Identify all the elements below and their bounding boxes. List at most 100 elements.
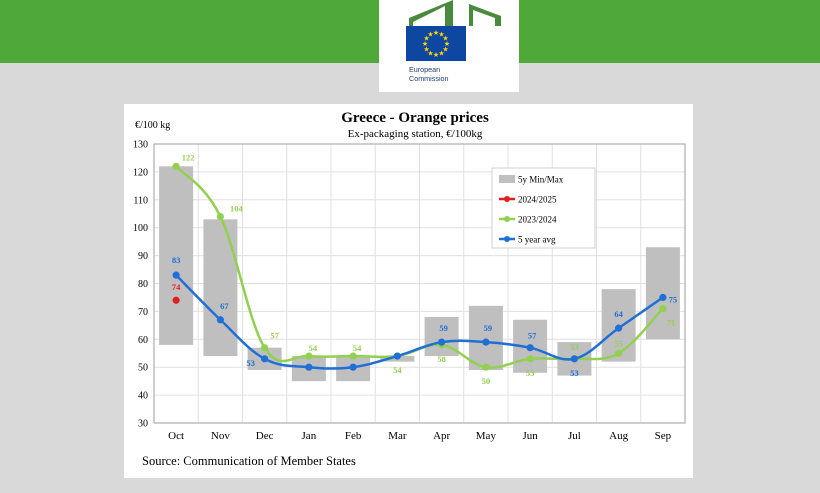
series-point-2023-2024 (526, 355, 534, 363)
x-tick-label: Mar (388, 430, 407, 442)
legend-label: 2024/2025 (518, 195, 557, 205)
series-point-2023-2024 (659, 305, 667, 313)
series-point-2023-2024 (172, 162, 180, 170)
series-point-2023-2024 (349, 352, 357, 360)
y-tick-label: 70 (138, 307, 148, 318)
series-point-5-year-avg (526, 344, 534, 352)
logo-stripes (409, 0, 501, 26)
source-note: Source: Communication of Member States (142, 454, 356, 468)
flag-star: ★ (442, 46, 448, 54)
chart-canvas: Greece - Orange prices Ex-packaging stat… (133, 110, 686, 468)
data-label-5-year-avg: 83 (172, 255, 181, 265)
legend-label: 2023/2024 (518, 215, 557, 225)
x-tick-label: Sep (655, 430, 672, 442)
minmax-bar (203, 219, 238, 357)
series-point-5-year-avg (659, 293, 667, 302)
series-point-5-year-avg (393, 352, 401, 360)
data-label-2024-2025: 74 (172, 282, 181, 292)
minmax-bar (159, 166, 194, 345)
legend-swatch (499, 175, 515, 183)
x-tick-label: Dec (256, 430, 274, 442)
data-label-2023-2024: 54 (353, 343, 362, 353)
series-point-5-year-avg (172, 271, 180, 279)
data-label-2023-2024: 122 (182, 152, 195, 162)
y-tick-label: 60 (138, 335, 148, 346)
flag-star: ★ (427, 30, 433, 38)
data-label-2023-2024: 50 (482, 376, 491, 386)
data-label-2023-2024: 53 (570, 342, 579, 352)
data-label-5-year-avg: 59 (439, 323, 448, 333)
logo-line-1: European (409, 65, 441, 74)
legend-marker (504, 216, 510, 222)
data-label-5-year-avg: 64 (614, 309, 623, 319)
flag-star: ★ (427, 50, 433, 58)
y-tick-label: 110 (133, 195, 148, 206)
data-label-2023-2024: 54 (393, 365, 402, 375)
data-label-2023-2024: 54 (309, 343, 318, 353)
data-label-5-year-avg: 75 (669, 294, 678, 304)
logo-label: European Commission (409, 65, 489, 83)
y-tick-label: 80 (138, 279, 148, 290)
y-axis-label: €/100 kg (135, 120, 170, 131)
series-point-5-year-avg (482, 338, 490, 346)
x-tick-label: Nov (211, 430, 230, 442)
series-point-5-year-avg (615, 324, 623, 332)
x-tick-label: Apr (433, 430, 450, 442)
logo-line-2: Commission (409, 74, 449, 83)
y-tick-label: 130 (133, 140, 148, 151)
flag-star: ★ (423, 46, 429, 54)
flag-star: ★ (438, 50, 444, 58)
series-point-2023-2024 (261, 344, 269, 352)
series-point-2024-2025 (172, 296, 180, 304)
x-tick-label: Oct (168, 430, 184, 442)
flag-star: ★ (433, 29, 439, 37)
minmax-bar (645, 247, 680, 340)
chart-subtitle: Ex-packaging station, €/100kg (348, 128, 483, 140)
y-tick-label: 30 (138, 419, 148, 430)
series-point-5-year-avg (261, 355, 269, 363)
european-commission-logo: ★ ★ ★ ★ ★ ★ ★ ★ ★ ★ ★ ★ European Commission (379, 0, 519, 92)
flag-star: ★ (442, 35, 448, 43)
legend-marker (504, 196, 510, 202)
chart-title: Greece - Orange prices (341, 110, 489, 126)
flag-star: ★ (423, 35, 429, 43)
series-point-2023-2024 (615, 349, 623, 357)
data-label-2023-2024: 71 (667, 318, 676, 328)
legend-label: 5 year avg (518, 235, 556, 245)
data-label-2023-2024: 58 (437, 354, 446, 364)
data-label-5-year-avg: 53 (570, 368, 579, 378)
series-line-5-year-avg (175, 274, 664, 370)
series-point-2023-2024 (305, 352, 313, 360)
legend-marker (504, 236, 510, 242)
y-tick-label: 90 (138, 251, 148, 262)
y-tick-label: 50 (138, 363, 148, 374)
y-tick-label: 100 (133, 223, 148, 234)
x-tick-label: Jan (302, 430, 317, 442)
chart-panel: Greece - Orange prices Ex-packaging stat… (124, 104, 693, 478)
series-point-5-year-avg (216, 316, 224, 324)
x-tick-label: Feb (345, 430, 362, 442)
minmax-bar (468, 305, 503, 370)
legend-label: 5y Min/Max (518, 175, 564, 185)
data-label-2023-2024: 57 (270, 331, 279, 341)
series-point-2023-2024 (482, 363, 490, 371)
y-tick-label: 40 (138, 391, 148, 402)
data-label-5-year-avg: 57 (528, 331, 537, 341)
flag-star: ★ (433, 51, 439, 59)
data-label-2023-2024: 53 (526, 368, 535, 378)
data-label-5-year-avg: 59 (484, 323, 493, 333)
flag-star: ★ (444, 40, 450, 48)
x-tick-label: May (476, 430, 497, 442)
eu-flag-icon: ★ ★ ★ ★ ★ ★ ★ ★ ★ ★ ★ ★ (406, 26, 466, 61)
data-label-2023-2024: 55 (614, 338, 623, 348)
x-tick-label: Jun (522, 430, 538, 442)
y-tick-label: 120 (133, 167, 148, 178)
flag-star: ★ (422, 40, 428, 48)
series-point-2023-2024 (216, 212, 224, 221)
series-point-5-year-avg (438, 338, 446, 346)
data-label-5-year-avg: 53 (246, 358, 255, 368)
series-point-5-year-avg (349, 363, 357, 371)
x-tick-label: Aug (609, 430, 628, 442)
data-label-2023-2024: 104 (230, 204, 244, 214)
series-point-5-year-avg (570, 355, 578, 363)
